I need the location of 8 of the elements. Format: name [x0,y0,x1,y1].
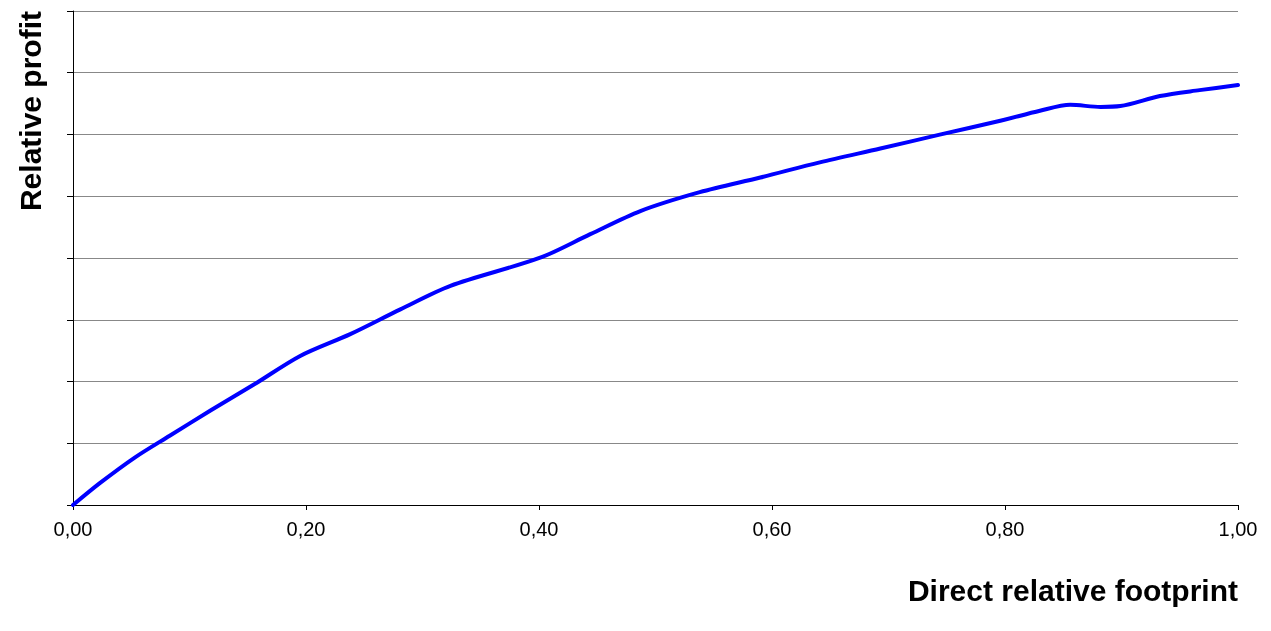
y-axis-title: Relative profit [13,11,47,212]
x-tick-label: 1,00 [1218,518,1258,540]
x-tick-label: 0,40 [519,518,559,540]
x-tick-label: 0,80 [985,518,1025,540]
x-tick-label: 0,00 [53,518,93,540]
x-tick-label: 0,60 [752,518,792,540]
x-tick-label: 0,20 [286,518,326,540]
x-axis-title: Direct relative footprint [907,573,1239,607]
